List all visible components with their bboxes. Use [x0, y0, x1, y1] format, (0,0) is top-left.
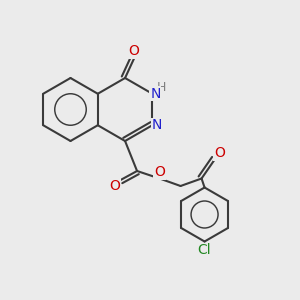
Text: O: O — [214, 146, 225, 160]
Text: O: O — [154, 166, 165, 179]
Text: N: N — [152, 118, 162, 132]
Text: H: H — [157, 81, 166, 94]
Text: O: O — [109, 179, 120, 193]
Text: O: O — [129, 44, 140, 58]
Text: Cl: Cl — [198, 244, 212, 257]
Text: N: N — [150, 87, 161, 101]
